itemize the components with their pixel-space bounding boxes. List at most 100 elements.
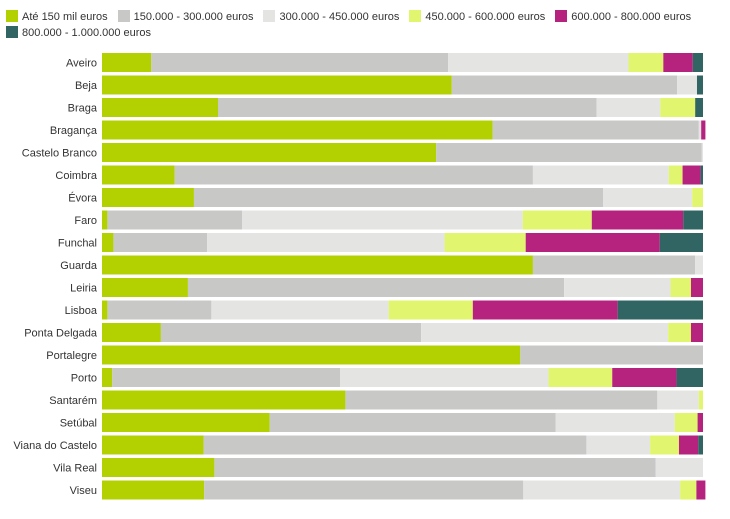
bar-segment[interactable] <box>657 390 699 410</box>
bar-segment[interactable] <box>586 435 651 455</box>
bar-segment[interactable] <box>548 368 613 387</box>
bar-segment[interactable] <box>697 413 703 432</box>
bar-segment[interactable] <box>692 53 703 72</box>
bar-segment[interactable] <box>160 323 422 342</box>
bar-segment[interactable] <box>211 300 389 320</box>
bar-segment[interactable] <box>102 75 452 95</box>
bar-segment[interactable] <box>102 233 114 252</box>
bar-segment[interactable] <box>680 480 697 500</box>
bar-segment[interactable] <box>102 323 161 342</box>
bar-segment[interactable] <box>532 255 696 275</box>
bar-segment[interactable] <box>102 480 205 500</box>
legend-item[interactable]: 300.000 - 450.000 euros <box>263 9 399 25</box>
bar-segment[interactable] <box>421 323 669 342</box>
bar-segment[interactable] <box>102 53 152 72</box>
bar-segment[interactable] <box>660 98 696 117</box>
bar-segment[interactable] <box>698 435 703 455</box>
bar-segment[interactable] <box>683 210 703 230</box>
bar-segment[interactable] <box>617 300 703 320</box>
bar-segment[interactable] <box>112 368 340 387</box>
bar-segment[interactable] <box>492 120 699 140</box>
bar-segment[interactable] <box>692 188 703 207</box>
bar-segment[interactable] <box>663 53 693 72</box>
bar-segment[interactable] <box>102 188 194 207</box>
bar-segment[interactable] <box>682 165 701 185</box>
bar-segment[interactable] <box>436 143 702 162</box>
bar-segment[interactable] <box>269 413 556 432</box>
bar-segment[interactable] <box>107 210 243 230</box>
bar-segment[interactable] <box>102 120 493 140</box>
bar-segment[interactable] <box>102 458 215 477</box>
bar-segment[interactable] <box>522 210 592 230</box>
bar-segment[interactable] <box>448 53 629 72</box>
bar-segment[interactable] <box>444 233 526 252</box>
bar-segment[interactable] <box>242 210 523 230</box>
bar-segment[interactable] <box>695 255 703 275</box>
bar-segment[interactable] <box>203 435 587 455</box>
bar-segment[interactable] <box>214 458 656 477</box>
bar-segment[interactable] <box>596 98 661 117</box>
bar-segment[interactable] <box>696 75 703 95</box>
bar-segment[interactable] <box>102 435 204 455</box>
bar-segment[interactable] <box>701 143 703 162</box>
bar-segment[interactable] <box>701 120 706 140</box>
bar-segment[interactable] <box>670 278 691 297</box>
bar-segment[interactable] <box>677 75 697 95</box>
bar-segment[interactable] <box>698 120 702 140</box>
bar-segment[interactable] <box>174 165 533 185</box>
bar-segment[interactable] <box>700 165 703 185</box>
bar-segment[interactable] <box>659 233 703 252</box>
bar-segment[interactable] <box>532 165 669 185</box>
legend-item[interactable]: Até 150 mil euros <box>6 9 108 25</box>
bar-segment[interactable] <box>207 233 445 252</box>
bar-segment[interactable] <box>102 165 175 185</box>
legend-item[interactable]: 150.000 - 300.000 euros <box>117 9 253 25</box>
bar-segment[interactable] <box>603 188 693 207</box>
bar-segment[interactable] <box>520 345 703 365</box>
bar-segment[interactable] <box>102 255 533 275</box>
bar-segment[interactable] <box>113 233 208 252</box>
bar-segment[interactable] <box>655 458 703 477</box>
bar-segment[interactable] <box>690 323 703 342</box>
bar-segment[interactable] <box>591 210 684 230</box>
bar-segment[interactable] <box>696 480 706 500</box>
legend-item[interactable]: 450.000 - 600.000 euros <box>409 9 545 25</box>
bar-segment[interactable] <box>187 278 565 297</box>
bar-segment[interactable] <box>564 278 671 297</box>
bar-segment[interactable] <box>674 413 698 432</box>
bar-segment[interactable] <box>340 368 549 387</box>
legend-item[interactable]: 600.000 - 800.000 euros <box>555 9 691 25</box>
bar-segment[interactable] <box>678 435 699 455</box>
bar-segment[interactable] <box>698 390 703 410</box>
bar-segment[interactable] <box>612 368 677 387</box>
bar-segment[interactable] <box>193 188 604 207</box>
bar-segment[interactable] <box>668 323 691 342</box>
bar-segment[interactable] <box>204 480 524 500</box>
bar-segment[interactable] <box>451 75 678 95</box>
bar-segment[interactable] <box>102 368 113 387</box>
bar-segment[interactable] <box>690 278 703 297</box>
bar-segment[interactable] <box>217 98 597 117</box>
bar-segment[interactable] <box>345 390 658 410</box>
bar-segment[interactable] <box>650 435 679 455</box>
bar-segment[interactable] <box>107 300 212 320</box>
bar-segment[interactable] <box>102 278 188 297</box>
bar-segment[interactable] <box>695 98 703 117</box>
bar-segment[interactable] <box>102 143 437 162</box>
bar-segment[interactable] <box>102 413 270 432</box>
bar-segment[interactable] <box>668 165 683 185</box>
bar-segment[interactable] <box>472 300 618 320</box>
legend-item[interactable]: 800.000 - 1.000.000 euros <box>6 25 151 41</box>
bar-segment[interactable] <box>151 53 449 72</box>
bar-segment[interactable] <box>628 53 664 72</box>
bar-segment[interactable] <box>555 413 675 432</box>
bar-segment[interactable] <box>388 300 473 320</box>
bar-segment[interactable] <box>102 345 521 365</box>
bar-segment[interactable] <box>102 390 346 410</box>
bar-segment[interactable] <box>102 98 218 117</box>
bar-segment[interactable] <box>102 210 108 230</box>
bar-segment[interactable] <box>676 368 703 387</box>
bar-segment[interactable] <box>523 480 681 500</box>
bar-segment[interactable] <box>525 233 660 252</box>
bar-segment[interactable] <box>102 300 108 320</box>
